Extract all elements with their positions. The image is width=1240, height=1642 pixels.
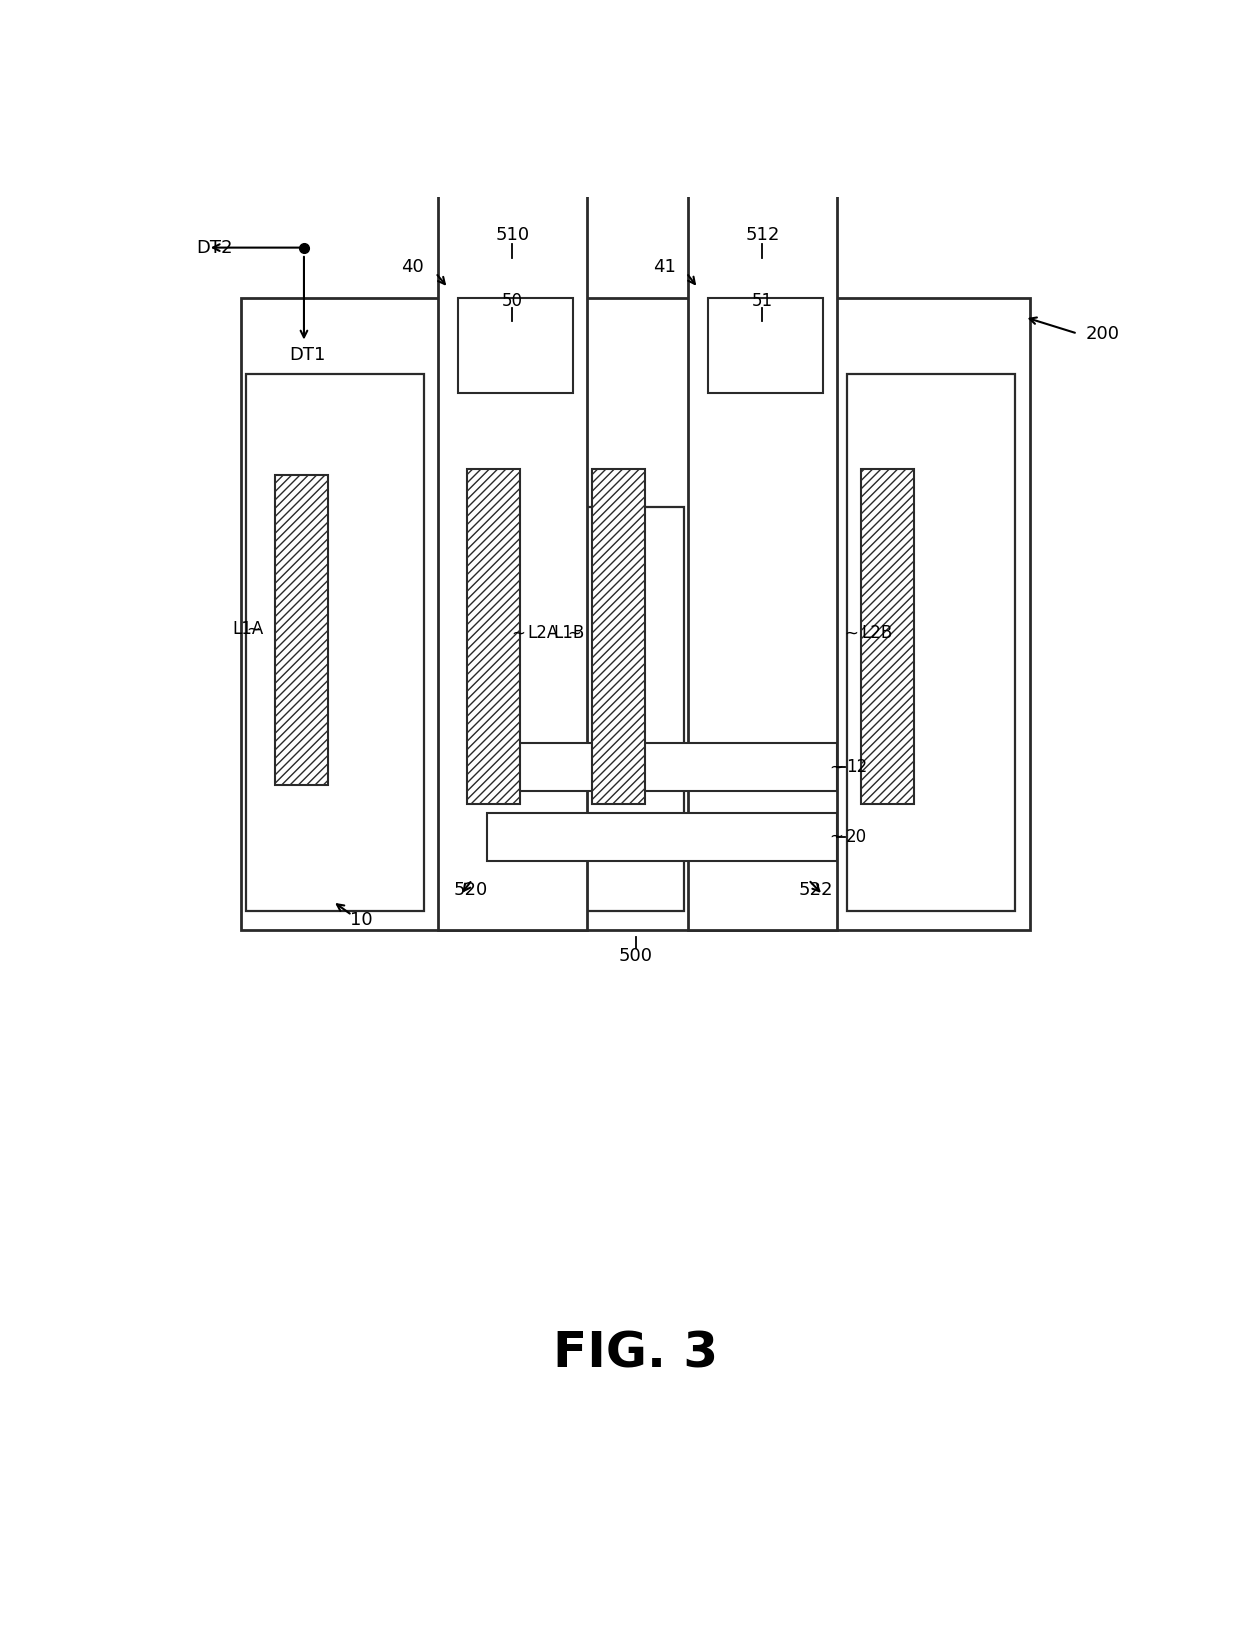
Bar <box>242 299 1029 931</box>
Text: ~: ~ <box>568 624 582 642</box>
Text: ~: ~ <box>247 621 260 639</box>
Bar <box>593 470 645 805</box>
Bar <box>708 299 823 392</box>
Text: 500: 500 <box>619 947 652 964</box>
Text: L2B: L2B <box>862 624 893 642</box>
Bar <box>588 507 683 911</box>
Text: ~: ~ <box>830 759 843 777</box>
Text: 520: 520 <box>453 880 487 898</box>
Text: 10: 10 <box>351 911 373 929</box>
Text: 20: 20 <box>846 828 867 846</box>
Bar <box>439 166 588 931</box>
Bar <box>275 475 327 785</box>
Text: L1A: L1A <box>232 621 264 639</box>
Bar <box>486 813 837 860</box>
Text: DT2: DT2 <box>196 238 233 256</box>
Text: 41: 41 <box>653 258 676 276</box>
Bar <box>847 374 1016 911</box>
Text: 522: 522 <box>799 880 833 898</box>
Text: L1B: L1B <box>553 624 584 642</box>
Text: ~: ~ <box>511 624 525 642</box>
Text: FIG. 3: FIG. 3 <box>553 1330 718 1378</box>
Text: ~: ~ <box>830 828 843 846</box>
Text: 512: 512 <box>745 227 780 245</box>
Bar <box>247 374 424 911</box>
Text: 12: 12 <box>846 759 867 777</box>
Text: 40: 40 <box>402 258 424 276</box>
Bar <box>467 470 521 805</box>
Bar <box>458 299 573 392</box>
Text: DT1: DT1 <box>290 346 326 365</box>
Bar <box>862 470 914 805</box>
Bar <box>688 166 837 931</box>
Text: 50: 50 <box>502 292 523 310</box>
Text: L2A: L2A <box>528 624 559 642</box>
Text: 200: 200 <box>1085 325 1120 343</box>
Text: 51: 51 <box>751 292 773 310</box>
Text: 510: 510 <box>496 227 529 245</box>
Bar <box>486 744 837 791</box>
Text: ~: ~ <box>844 624 858 642</box>
